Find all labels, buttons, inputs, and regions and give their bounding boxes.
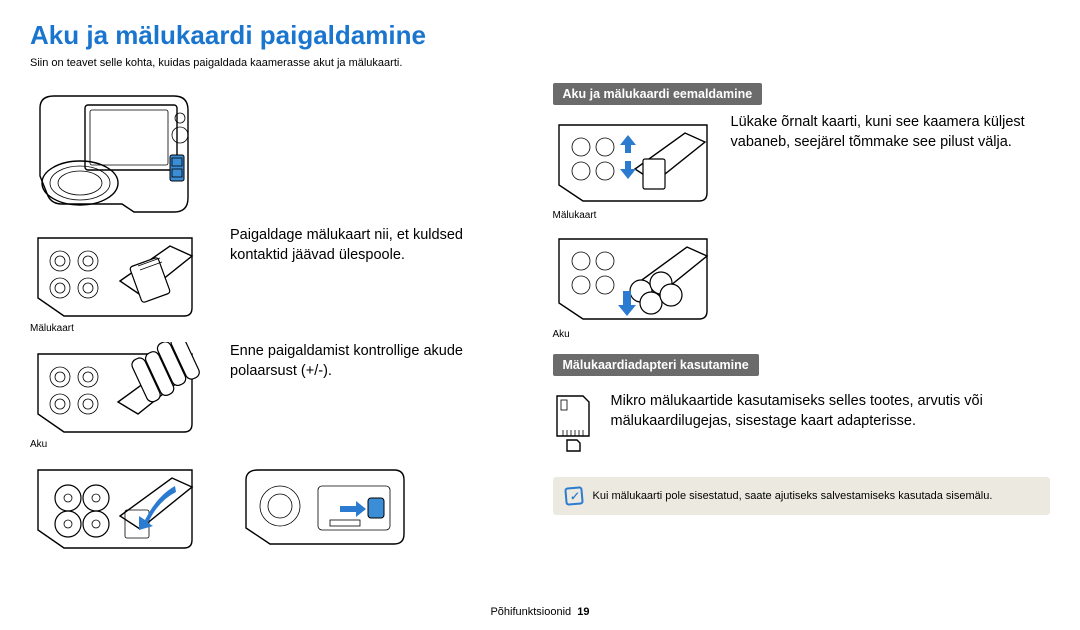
row-adapter: Mikro mälukaartide kasutamiseks selles t… [553, 392, 1050, 457]
row-bottom [30, 458, 523, 553]
illus-adapter [553, 392, 593, 457]
memcard-text: Paigaldage mälukaart nii, et kuldsed kon… [230, 226, 523, 265]
row-battery: Aku Enne paigaldamist kontrollige akude … [30, 342, 523, 450]
right-column: Aku ja mälukaardi eemaldamine Mäluk [553, 83, 1050, 553]
row-memcard: Mälukaart Paigaldage mälukaart nii, et k… [30, 226, 523, 334]
note-text: Kui mälukaarti pole sisestatud, saate aj… [593, 490, 993, 502]
adapter-text: Mikro mälukaartide kasutamiseks selles t… [611, 392, 1050, 431]
battery-text: Enne paigaldamist kontrollige akude pola… [230, 342, 523, 381]
row-remove-battery: Aku [553, 227, 1050, 340]
remove-battery-caption: Aku [553, 329, 713, 340]
remove-memcard-caption: Mälukaart [553, 210, 713, 221]
note-box: ✓ Kui mälukaarti pole sisestatud, saate … [553, 477, 1050, 515]
illus-batteries-in [30, 458, 200, 553]
illus-close-door [240, 458, 410, 553]
page-subtitle: Siin on teavet selle kohta, kuidas paiga… [30, 57, 1050, 69]
row-remove-card: Mälukaart Lükake õrnalt kaarti, kuni see… [553, 113, 1050, 221]
remove-heading: Aku ja mälukaardi eemaldamine [553, 83, 763, 105]
battery-caption: Aku [30, 439, 210, 450]
content-grid: Mälukaart Paigaldage mälukaart nii, et k… [30, 83, 1050, 553]
illus-camera-back [30, 83, 200, 218]
illus-memcard-insert [30, 226, 200, 321]
remove-text: Lükake õrnalt kaarti, kuni see kaamera k… [731, 113, 1050, 221]
adapter-heading: Mälukaardiadapteri kasutamine [553, 354, 759, 376]
page-footer: Põhifunktsioonid 19 [0, 606, 1080, 618]
memcard-caption: Mälukaart [30, 323, 210, 334]
page-title: Aku ja mälukaardi paigaldamine [30, 20, 1050, 51]
left-column: Mälukaart Paigaldage mälukaart nii, et k… [30, 83, 523, 553]
illus-battery-insert [30, 342, 200, 437]
footer-section: Põhifunktsioonid [490, 606, 571, 618]
note-icon: ✓ [564, 486, 584, 506]
footer-page: 19 [577, 606, 589, 618]
illus-remove-card [553, 113, 713, 208]
illus-remove-battery [553, 227, 713, 327]
